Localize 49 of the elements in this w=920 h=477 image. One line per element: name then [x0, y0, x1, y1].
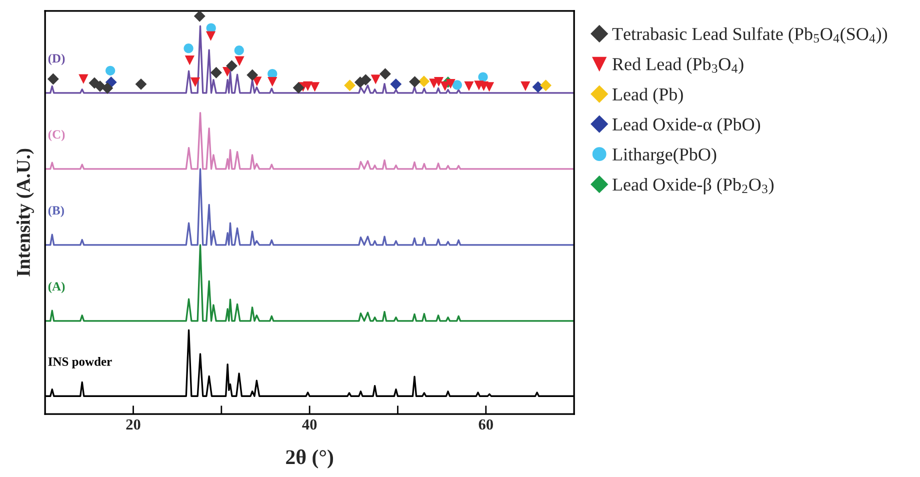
- y-axis-title: Intensity (A.U.): [16, 148, 34, 276]
- point: [310, 82, 320, 92]
- series-label: (B): [48, 206, 64, 218]
- point: [234, 56, 244, 66]
- point: [184, 44, 194, 54]
- point: [210, 66, 222, 78]
- point: [540, 80, 552, 92]
- series-label: INS powder: [48, 357, 112, 368]
- point: [292, 82, 304, 94]
- point: [47, 73, 59, 85]
- point: [106, 66, 116, 76]
- x-tick-label: 20: [126, 419, 140, 430]
- point: [226, 60, 238, 72]
- point: [194, 10, 206, 22]
- point: [370, 74, 380, 84]
- legend-label: Lead Oxide-β (Pb$_{2}$O$_{3}$): [612, 178, 774, 194]
- legend-label: Red Lead (Pb$_{3}$O$_{4}$): [612, 58, 744, 74]
- legend-label: Litharge(PbO): [612, 148, 716, 164]
- point: [184, 56, 194, 66]
- point: [78, 74, 88, 84]
- legend-label: Tetrabasic Lead Sulfate (Pb$_{5}$O$_{4}$(SO$_{4}$)): [612, 27, 888, 44]
- series-label: (C): [48, 130, 65, 142]
- point: [409, 76, 420, 88]
- point: [464, 81, 474, 91]
- point: [246, 69, 258, 81]
- point: [268, 76, 278, 87]
- point: [446, 78, 456, 89]
- x-tick-label: 40: [302, 419, 317, 430]
- x-tick-label: 60: [478, 419, 493, 430]
- point: [234, 46, 244, 56]
- series-label: (D): [48, 54, 65, 66]
- point: [478, 72, 488, 82]
- point: [520, 81, 530, 91]
- point: [206, 31, 216, 41]
- point: [135, 78, 147, 90]
- point: [390, 78, 402, 90]
- legend-label: Lead (Pb): [612, 88, 683, 104]
- point: [418, 76, 430, 88]
- series-label: (A): [48, 282, 65, 294]
- point: [94, 80, 106, 92]
- point: [452, 80, 462, 90]
- x-axis-title: 2θ (°): [286, 449, 334, 468]
- point: [190, 77, 200, 88]
- point: [303, 81, 313, 91]
- point: [380, 68, 391, 80]
- point: [102, 82, 114, 94]
- point: [434, 76, 444, 87]
- legend-label: Lead Oxide-α (PbO): [612, 118, 760, 134]
- point: [344, 80, 356, 92]
